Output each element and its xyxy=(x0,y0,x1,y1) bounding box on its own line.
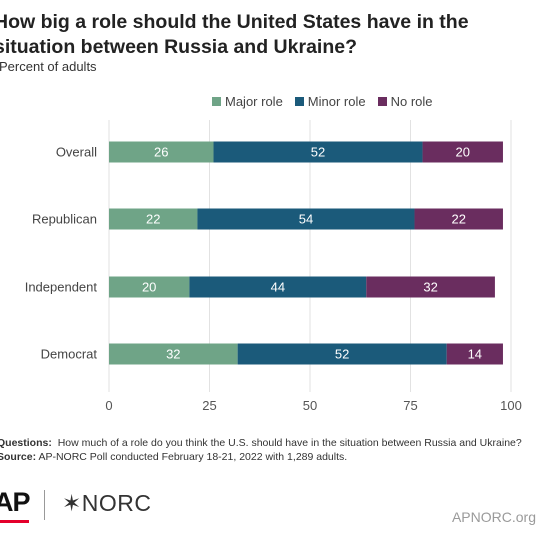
data-label-republican-none: 22 xyxy=(452,212,466,227)
bar-independent-major xyxy=(109,276,190,298)
data-label-overall-none: 20 xyxy=(456,145,470,160)
category-label-overall: Overall xyxy=(56,145,97,160)
site-url: APNORC.org xyxy=(451,509,536,525)
bar-democrat-major xyxy=(109,343,238,365)
source-note: Source: AP-NORC Poll conducted February … xyxy=(0,450,522,464)
questions-note: Questions: How much of a role do you thi… xyxy=(0,436,522,450)
category-label-independent: Independent xyxy=(25,280,98,295)
source-text: AP-NORC Poll conducted February 18-21, 2… xyxy=(38,451,348,463)
legend-label-none: No role xyxy=(390,94,433,109)
questions-label: Questions: xyxy=(0,437,52,449)
bar-republican-major xyxy=(109,208,198,230)
legend-swatch-minor xyxy=(294,97,304,106)
bar-overall-minor xyxy=(213,141,423,163)
legend-swatch-major xyxy=(212,97,221,106)
data-label-republican-minor: 54 xyxy=(299,212,313,227)
x-tick-label-0: 0 xyxy=(105,398,112,413)
x-tick-label-25: 25 xyxy=(202,398,216,413)
data-label-independent-major: 20 xyxy=(142,280,156,295)
legend-item-none: No role xyxy=(377,94,433,109)
data-label-democrat-major: 32 xyxy=(166,347,180,362)
chart-notes: Questions: How much of a role do you thi… xyxy=(0,436,522,464)
x-tick-label-75: 75 xyxy=(403,398,417,413)
chart-subtitle: Percent of adults xyxy=(0,59,97,74)
chart-title: How big a role should the United States … xyxy=(0,11,469,58)
logo-divider xyxy=(44,490,45,520)
legend-swatch-none xyxy=(377,97,387,106)
bar-overall-major xyxy=(109,141,214,163)
legend-item-minor: Minor role xyxy=(294,94,366,109)
norc-logo: ✶NORC xyxy=(62,490,152,516)
legend-label-major: Major role xyxy=(225,94,283,109)
questions-text: How much of a role do you think the U.S.… xyxy=(57,437,522,449)
bar-democrat-none xyxy=(446,343,503,365)
ap-logo-underline xyxy=(0,520,29,523)
data-label-republican-major: 22 xyxy=(146,212,160,227)
bar-democrat-minor xyxy=(237,343,447,365)
x-tick-label-50: 50 xyxy=(303,398,317,413)
bar-overall-none xyxy=(422,141,503,163)
bar-independent-none xyxy=(366,276,495,298)
data-label-democrat-minor: 52 xyxy=(335,347,349,362)
bar-independent-minor xyxy=(189,276,367,298)
stacked-bar-chart: 26 52 20 Overall 22 54 22 Republican 20 44 32 Indep… xyxy=(25,120,522,413)
data-label-democrat-none: 14 xyxy=(468,347,482,362)
legend-label-minor: Minor role xyxy=(307,94,366,109)
source-label: Source: xyxy=(0,451,37,463)
legend-item-major: Major role xyxy=(212,94,283,109)
bar-republican-minor xyxy=(197,208,415,230)
data-label-overall-major: 26 xyxy=(154,145,168,160)
data-label-independent-none: 32 xyxy=(423,280,437,295)
x-tick-label-100: 100 xyxy=(500,398,522,413)
category-label-republican: Republican xyxy=(32,212,97,227)
legend: Major role Minor role No role xyxy=(212,94,433,109)
category-label-democrat: Democrat xyxy=(41,347,98,362)
data-label-independent-minor: 44 xyxy=(271,280,285,295)
bar-republican-none xyxy=(414,208,503,230)
data-label-overall-minor: 52 xyxy=(311,145,325,160)
ap-logo: AP xyxy=(0,487,31,517)
